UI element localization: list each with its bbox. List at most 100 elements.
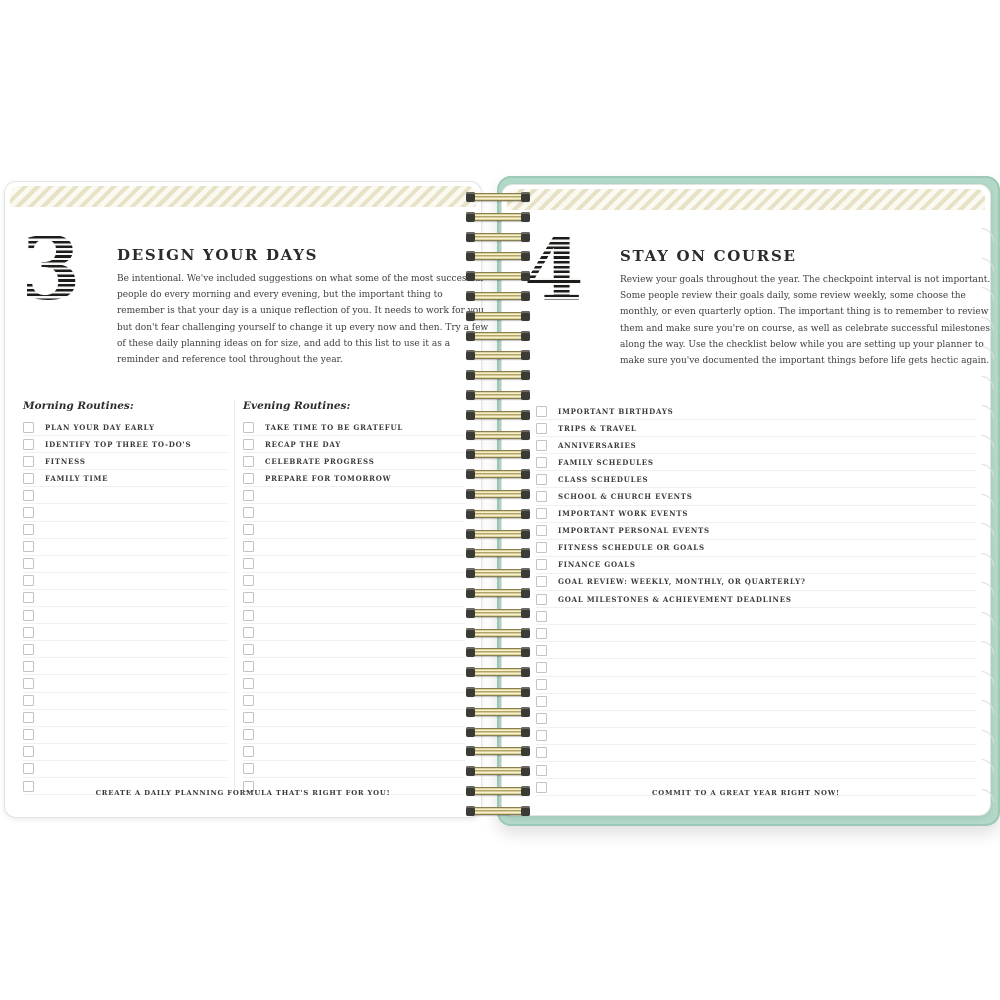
- spiral-ring-icon: [466, 469, 530, 480]
- checklist-row: [243, 522, 465, 539]
- spiral-ring-icon: [466, 192, 530, 202]
- checklist-row: [23, 778, 228, 796]
- spiral-ring-icon: [466, 706, 530, 717]
- spiral-ring-icon: [466, 330, 530, 341]
- checkbox-icon: [243, 541, 254, 553]
- checklist-item-label: FITNESS: [45, 456, 86, 466]
- spiral-ring-icon: [466, 310, 530, 321]
- checkbox-icon: [536, 781, 547, 793]
- checklist-row: FINANCE GOALS: [536, 557, 976, 574]
- checklist-item-label: FAMILY SCHEDULES: [558, 457, 654, 467]
- spiral-ring-icon: [466, 489, 530, 499]
- checklist-row: CELEBRATE PROGRESS: [243, 453, 465, 471]
- spiral-ring-icon: [466, 647, 530, 658]
- checklist-row: [23, 641, 228, 659]
- checklist-row: [243, 675, 465, 693]
- decorative-stripe-band: [507, 189, 985, 210]
- page-title: STAY ON COURSE: [620, 247, 797, 265]
- checkbox-icon: [23, 592, 34, 604]
- checklist-row: [243, 590, 465, 608]
- checkbox-icon: [536, 456, 547, 468]
- checkbox-icon: [536, 610, 547, 622]
- chapter-number: 4: [524, 227, 606, 313]
- spiral-ring-icon: [466, 667, 530, 678]
- checklist-row: [23, 573, 228, 590]
- checkbox-icon: [243, 472, 254, 484]
- checklist-row: ANNIVERSARIES: [536, 437, 976, 455]
- checklist-row: FITNESS: [23, 453, 228, 471]
- checklist-row: [243, 744, 465, 761]
- checklist-row: IDENTIFY TOP THREE TO-DO'S: [23, 436, 228, 454]
- checkbox-icon: [536, 661, 547, 673]
- spiral-ring-icon: [466, 390, 530, 400]
- checklist-row: [536, 762, 976, 780]
- checkbox-icon: [23, 575, 34, 587]
- checklist-row: [23, 522, 228, 539]
- checkbox-icon: [23, 626, 34, 638]
- checklist-item-label: SCHOOL & CHURCH EVENTS: [558, 492, 693, 502]
- checklist-item-label: IMPORTANT PERSONAL EVENTS: [558, 526, 710, 536]
- spiral-ring-icon: [466, 251, 530, 262]
- checklist-item-label: IMPORTANT BIRTHDAYS: [558, 406, 674, 416]
- checkbox-icon: [23, 660, 34, 672]
- spiral-ring-icon: [466, 746, 530, 757]
- checklist-row: [243, 556, 465, 573]
- checkbox-icon: [243, 592, 254, 604]
- spiral-ring-icon: [466, 548, 530, 559]
- spiral-ring-icon: [466, 607, 530, 618]
- spiral-ring-icon: [466, 370, 530, 381]
- checklist-row: [243, 539, 465, 556]
- checkbox-icon: [23, 677, 34, 689]
- checkbox-icon: [23, 472, 34, 484]
- checklist-row: IMPORTANT PERSONAL EVENTS: [536, 523, 976, 540]
- checkbox-icon: [536, 679, 547, 691]
- checklist-row: TRIPS & TRAVEL: [536, 420, 976, 438]
- checkbox-icon: [536, 764, 547, 776]
- spiral-ring-icon: [466, 766, 530, 777]
- chapter-number: 3: [21, 226, 103, 312]
- checklist-row: [23, 744, 228, 761]
- checklist-item-label: PLAN YOUR DAY EARLY: [45, 422, 155, 432]
- checklist-row: FAMILY TIME: [23, 470, 228, 488]
- checkbox-icon: [23, 712, 34, 724]
- checklist-item-label: GOAL REVIEW: WEEKLY, MONTHLY, OR QUARTER…: [558, 577, 806, 587]
- checklist-item-label: FINANCE GOALS: [558, 560, 636, 570]
- checkbox-icon: [536, 593, 547, 605]
- checkbox-icon: [536, 473, 547, 485]
- checklist-row: CLASS SCHEDULES: [536, 471, 976, 489]
- decorative-stripe-band: [10, 186, 476, 207]
- spiral-ring-icon: [466, 291, 530, 301]
- checkbox-icon: [243, 558, 254, 570]
- checkbox-icon: [23, 541, 34, 553]
- checkbox-icon: [23, 524, 34, 536]
- right-page-footer: COMMIT TO A GREAT YEAR RIGHT NOW!: [652, 789, 840, 797]
- checklist-row: [536, 642, 976, 660]
- checkbox-icon: [23, 609, 34, 621]
- checklist-item-label: FAMILY TIME: [45, 473, 109, 483]
- checklist-item-label: FITNESS SCHEDULE OR GOALS: [558, 543, 705, 553]
- checklist-row: PREPARE FOR TOMORROW: [243, 470, 465, 488]
- checkbox-icon: [243, 660, 254, 672]
- checkbox-icon: [536, 491, 547, 503]
- evening-checklist: TAKE TIME TO BE GRATEFUL RECAP THE DAY CEL…: [243, 419, 465, 796]
- checkbox-icon: [536, 422, 547, 434]
- checkbox-icon: [536, 713, 547, 725]
- checkbox-icon: [536, 439, 547, 451]
- right-chapter-header: 4 STAY ON COURSE Review your goals throu…: [524, 227, 990, 369]
- checkbox-icon: [23, 438, 34, 450]
- spiral-ring-icon: [466, 429, 530, 440]
- morning-routines-column: Morning Routines: PLAN YOUR DAY EARLY IDE…: [23, 400, 235, 796]
- checkbox-icon: [23, 746, 34, 758]
- spiral-ring-icon: [466, 211, 530, 222]
- checklist-row: [23, 556, 228, 573]
- checklist-item-label: PREPARE FOR TOMORROW: [265, 473, 392, 483]
- left-page: 3 DESIGN YOUR DAYS Be intentional. We've…: [1, 181, 488, 827]
- checkbox-icon: [243, 455, 254, 467]
- checkbox-icon: [536, 576, 547, 588]
- spiral-binding: [466, 192, 530, 816]
- checkbox-icon: [243, 421, 254, 433]
- checkbox-icon: [23, 421, 34, 433]
- intro-paragraph: Review your goals throughout the year. T…: [620, 275, 991, 367]
- checkbox-icon: [23, 558, 34, 570]
- checkbox-icon: [243, 746, 254, 758]
